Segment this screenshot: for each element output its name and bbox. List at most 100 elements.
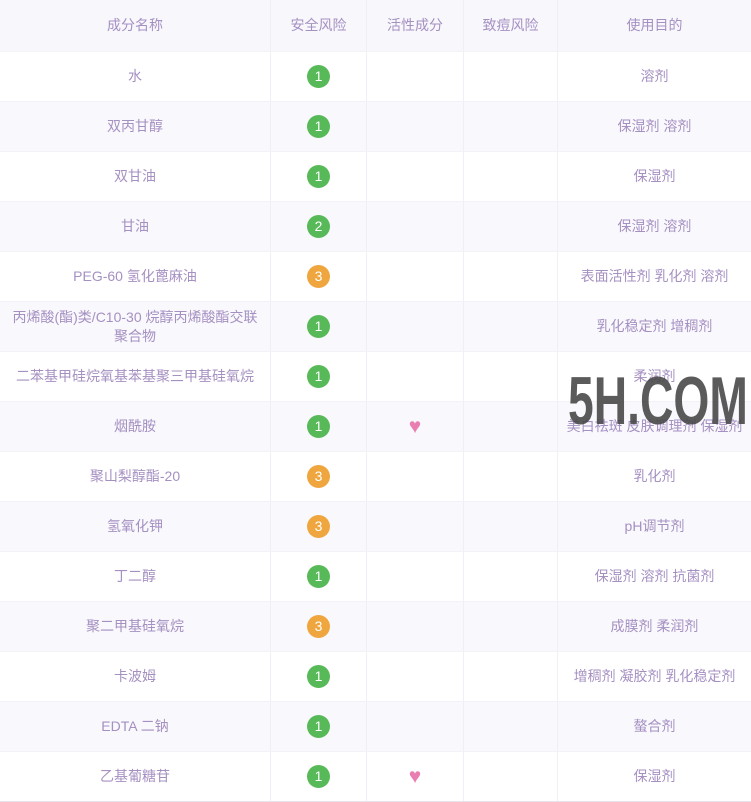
safety-risk-cell: 1 xyxy=(271,52,367,101)
acne-risk-cell xyxy=(464,752,558,801)
table-row: 聚二甲基硅氧烷 3 成膜剂 柔润剂 xyxy=(0,601,751,651)
ingredient-name: EDTA 二钠 xyxy=(0,702,271,751)
acne-risk-cell xyxy=(464,252,558,301)
safety-risk-badge: 1 xyxy=(307,115,330,138)
column-header-safety-risk: 安全风险 xyxy=(271,0,367,51)
heart-icon: ♥ xyxy=(408,765,422,788)
safety-risk-cell: 1 xyxy=(271,552,367,601)
column-header-ingredient-name: 成分名称 xyxy=(0,0,271,51)
usage-purpose: 螯合剂 xyxy=(633,718,676,734)
safety-risk-cell: 3 xyxy=(271,452,367,501)
acne-risk-cell xyxy=(464,152,558,201)
ingredient-name: 甘油 xyxy=(0,202,271,251)
acne-risk-cell xyxy=(464,402,558,451)
usage-purpose: 保湿剂 xyxy=(633,168,676,184)
safety-risk-badge: 3 xyxy=(307,615,330,638)
ingredient-name: 双甘油 xyxy=(0,152,271,201)
active-ingredient-cell xyxy=(367,502,464,551)
column-header-active-ingredient: 活性成分 xyxy=(367,0,464,51)
safety-risk-badge: 3 xyxy=(307,265,330,288)
ingredient-name: PEG-60 氢化蓖麻油 xyxy=(0,252,271,301)
safety-risk-cell: 2 xyxy=(271,202,367,251)
usage-purpose: 美白祛斑 皮肤调理剂 保湿剂 xyxy=(566,418,743,434)
safety-risk-cell: 1 xyxy=(271,102,367,151)
active-ingredient-cell xyxy=(367,152,464,201)
usage-purpose: 成膜剂 柔润剂 xyxy=(610,618,699,634)
usage-purpose: 增稠剂 凝胶剂 乳化稳定剂 xyxy=(573,668,736,684)
safety-risk-cell: 1 xyxy=(271,152,367,201)
safety-risk-badge: 3 xyxy=(307,465,330,488)
safety-risk-badge: 3 xyxy=(307,515,330,538)
active-ingredient-cell xyxy=(367,452,464,501)
column-header-acne-risk: 致痘风险 xyxy=(464,0,558,51)
table-body: 水 1 溶剂 双丙甘醇 1 保湿剂 溶剂 双甘油 1 保湿剂 甘油 2 保湿剂 溶剂 PEG-60 氢化… xyxy=(0,51,751,801)
table-row: 丁二醇 1 保湿剂 溶剂 抗菌剂 xyxy=(0,551,751,601)
active-ingredient-cell xyxy=(367,302,464,351)
active-ingredient-cell xyxy=(367,202,464,251)
safety-risk-cell: 1 xyxy=(271,352,367,401)
safety-risk-cell: 1 xyxy=(271,652,367,701)
usage-purpose: 保湿剂 溶剂 抗菌剂 xyxy=(594,568,715,584)
table-row: 卡波姆 1 增稠剂 凝胶剂 乳化稳定剂 xyxy=(0,651,751,701)
active-ingredient-cell: ♥ xyxy=(367,402,464,451)
active-ingredient-cell: ♥ xyxy=(367,752,464,801)
acne-risk-cell xyxy=(464,352,558,401)
table-row: 烟酰胺 1 ♥ 美白祛斑 皮肤调理剂 保湿剂 xyxy=(0,401,751,451)
ingredient-name: 二苯基甲硅烷氧基苯基聚三甲基硅氧烷 xyxy=(0,352,271,401)
header-row: 成分名称 安全风险 活性成分 致痘风险 使用目的 xyxy=(0,0,751,51)
usage-purpose: 表面活性剂 乳化剂 溶剂 xyxy=(580,268,729,284)
active-ingredient-cell xyxy=(367,252,464,301)
acne-risk-cell xyxy=(464,502,558,551)
table-row: 甘油 2 保湿剂 溶剂 xyxy=(0,201,751,251)
active-ingredient-cell xyxy=(367,652,464,701)
ingredient-name: 水 xyxy=(0,52,271,101)
usage-purpose: 柔润剂 xyxy=(633,368,676,384)
acne-risk-cell xyxy=(464,702,558,751)
active-ingredient-cell xyxy=(367,352,464,401)
ingredient-name: 双丙甘醇 xyxy=(0,102,271,151)
ingredient-name: 乙基葡糖苷 xyxy=(0,752,271,801)
usage-purpose: 溶剂 xyxy=(640,68,669,84)
safety-risk-cell: 1 xyxy=(271,302,367,351)
table-row: EDTA 二钠 1 螯合剂 xyxy=(0,701,751,751)
active-ingredient-cell xyxy=(367,52,464,101)
ingredient-name: 丙烯酸(酯)类/C10-30 烷醇丙烯酸酯交联聚合物 xyxy=(0,302,271,351)
table-row: 聚山梨醇酯-20 3 乳化剂 xyxy=(0,451,751,501)
safety-risk-cell: 3 xyxy=(271,602,367,651)
table-row: PEG-60 氢化蓖麻油 3 表面活性剂 乳化剂 溶剂 xyxy=(0,251,751,301)
safety-risk-badge: 1 xyxy=(307,365,330,388)
safety-risk-badge: 1 xyxy=(307,415,330,438)
table-row: 氢氧化钾 3 pH调节剂 xyxy=(0,501,751,551)
safety-risk-badge: 1 xyxy=(307,715,330,738)
table-row: 乙基葡糖苷 1 ♥ 保湿剂 xyxy=(0,751,751,801)
safety-risk-badge: 1 xyxy=(307,315,330,338)
usage-purpose: 乳化剂 xyxy=(633,468,676,484)
table-row: 水 1 溶剂 xyxy=(0,51,751,101)
safety-risk-badge: 1 xyxy=(307,765,330,788)
acne-risk-cell xyxy=(464,202,558,251)
column-header-usage-purpose: 使用目的 xyxy=(626,17,683,33)
ingredient-name: 卡波姆 xyxy=(0,652,271,701)
safety-risk-cell: 1 xyxy=(271,752,367,801)
active-ingredient-cell xyxy=(367,702,464,751)
ingredient-name: 氢氧化钾 xyxy=(0,502,271,551)
usage-purpose: 保湿剂 溶剂 xyxy=(617,118,692,134)
ingredient-name: 丁二醇 xyxy=(0,552,271,601)
heart-icon: ♥ xyxy=(408,415,422,438)
table-row: 二苯基甲硅烷氧基苯基聚三甲基硅氧烷 1 柔润剂 xyxy=(0,351,751,401)
active-ingredient-cell xyxy=(367,602,464,651)
safety-risk-cell: 3 xyxy=(271,502,367,551)
ingredient-name: 烟酰胺 xyxy=(0,402,271,451)
table-row: 双甘油 1 保湿剂 xyxy=(0,151,751,201)
usage-purpose: 保湿剂 溶剂 xyxy=(617,218,692,234)
ingredient-name: 聚山梨醇酯-20 xyxy=(0,452,271,501)
active-ingredient-cell xyxy=(367,102,464,151)
safety-risk-cell: 1 xyxy=(271,402,367,451)
table-row: 双丙甘醇 1 保湿剂 溶剂 xyxy=(0,101,751,151)
acne-risk-cell xyxy=(464,52,558,101)
safety-risk-badge: 1 xyxy=(307,165,330,188)
safety-risk-badge: 1 xyxy=(307,565,330,588)
usage-purpose: 保湿剂 xyxy=(633,768,676,784)
safety-risk-cell: 1 xyxy=(271,702,367,751)
